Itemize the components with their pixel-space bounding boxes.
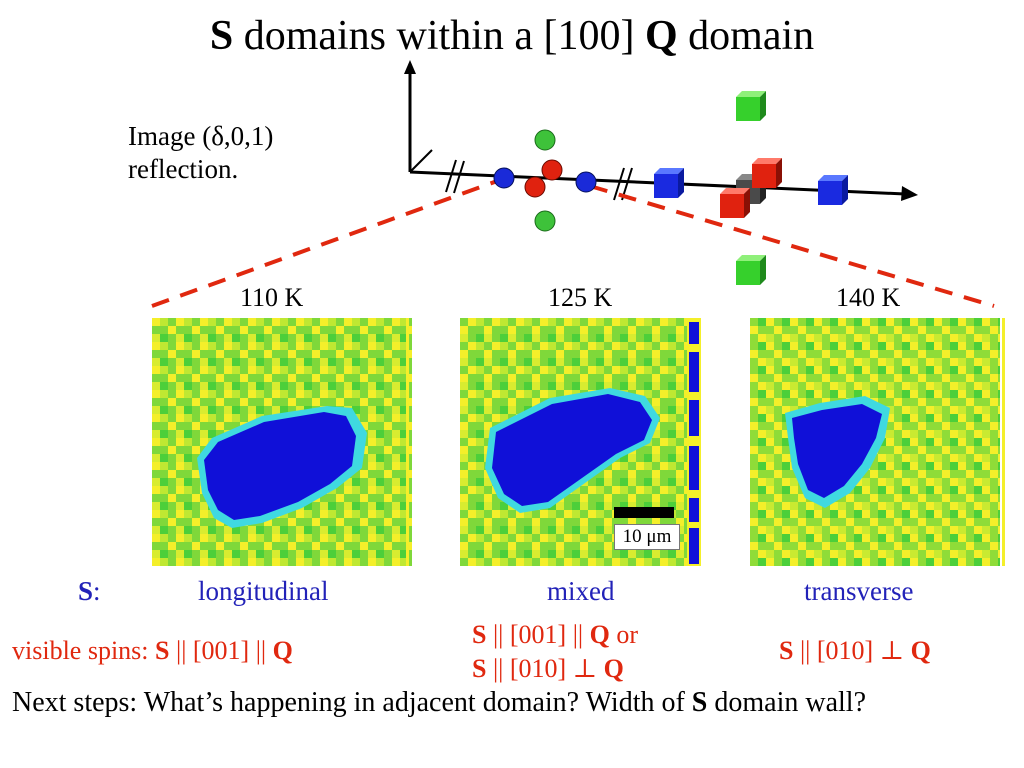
axis-break-1	[445, 159, 465, 194]
domain-image-110K	[152, 318, 412, 566]
label-transverse: transverse	[804, 576, 914, 606]
reciprocal-space-diagram	[151, 60, 995, 308]
scale-bar-label: 10 μm	[614, 524, 680, 550]
panel-edge-140K	[1002, 318, 1005, 566]
green-sphere-bottom	[534, 210, 556, 232]
green-cube-top	[736, 91, 766, 121]
red-cube-upper	[752, 158, 782, 188]
reflection-caption: Image (δ,0,1) reflection.	[128, 121, 274, 184]
scale-bar	[614, 507, 674, 518]
domain-image-140K	[750, 318, 1010, 566]
vertical-axis-arrow	[404, 60, 416, 74]
blue-cube-1	[654, 168, 684, 198]
horizontal-axis-arrow	[901, 186, 918, 201]
temp-label-110: 110 K	[240, 283, 304, 312]
domain-image-125K	[460, 318, 688, 566]
label-longitudinal: longitudinal	[198, 576, 329, 606]
mixed-relation: S || [001] || Q or S || [010] ⊥ Q	[472, 620, 639, 683]
panel-edge-110K	[406, 318, 409, 566]
blue-sphere-left	[493, 167, 515, 189]
panel-edge-125K	[687, 318, 701, 566]
visible-spins-relation: visible spins: S || [001] || Q	[12, 636, 293, 665]
page-title: S domains within a [100] Q domain	[209, 13, 815, 59]
green-cube-bottom	[736, 255, 766, 285]
zoom-line-right	[589, 184, 995, 308]
transverse-relation: S || [010] ⊥ Q	[779, 636, 931, 665]
diagonal-axis	[409, 149, 433, 173]
label-mixed: mixed	[547, 576, 615, 606]
temp-label-125: 125 K	[548, 283, 613, 312]
next-steps-text: Next steps: What’s happening in adjacent…	[12, 687, 866, 718]
red-sphere-lower	[524, 176, 546, 198]
red-sphere-upper	[541, 159, 563, 181]
red-cube-lower	[720, 188, 750, 218]
green-sphere-top	[534, 129, 556, 151]
blue-cube-2	[818, 175, 848, 205]
blue-sphere-right	[575, 171, 597, 193]
s-label: S:	[78, 576, 101, 606]
temp-label-140: 140 K	[836, 283, 901, 312]
zoom-line-left	[151, 178, 501, 308]
